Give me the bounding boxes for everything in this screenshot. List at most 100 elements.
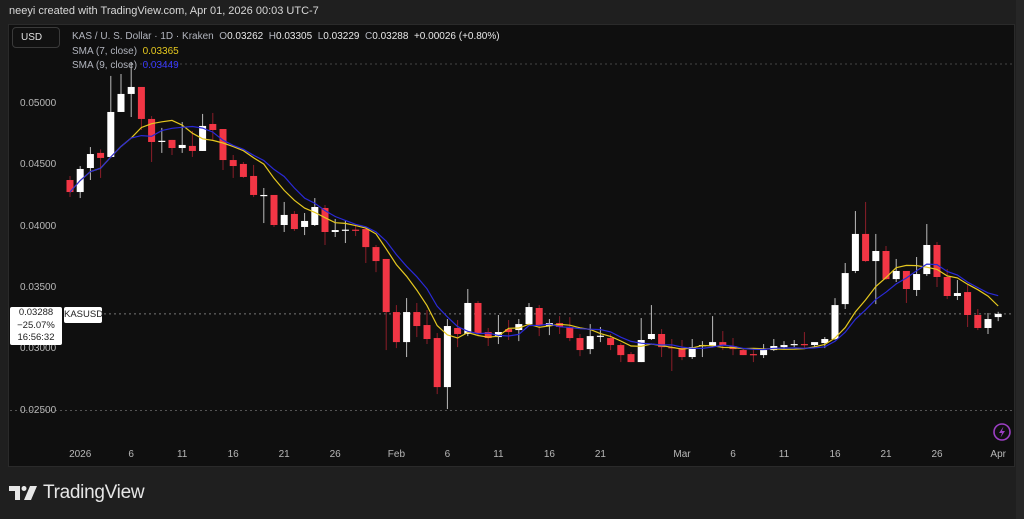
candle-body — [178, 144, 186, 149]
candle-body — [341, 229, 349, 231]
candle-body — [831, 305, 839, 340]
time-tick-label: 26 — [931, 449, 943, 460]
chart-credit: neeyi created with TradingView.com, Apr … — [9, 5, 319, 17]
tradingview-logo-icon — [9, 486, 37, 500]
open-value: 0.03262 — [227, 31, 264, 42]
candle-body — [586, 336, 594, 350]
brand-name: TradingView — [43, 482, 145, 503]
candle-body — [219, 129, 227, 161]
candle-body — [515, 324, 523, 331]
time-tick-label: 16 — [227, 449, 239, 460]
legend-sma7[interactable]: SMA (7, close) 0.03365 — [72, 46, 179, 57]
candle-body — [851, 233, 859, 271]
candle-body — [658, 333, 666, 348]
candle-body — [148, 118, 156, 143]
time-tick-label: 16 — [829, 449, 841, 460]
candle-body — [494, 332, 502, 338]
candle-body — [443, 326, 451, 388]
candle-body — [137, 86, 145, 119]
candle-body — [97, 152, 105, 158]
candle-body — [158, 140, 166, 143]
time-tick-label: 2026 — [69, 449, 92, 460]
candle-body — [250, 175, 258, 195]
price-tick-label: 0.04500 — [20, 159, 57, 171]
candle-body — [862, 233, 870, 262]
price-tick-label: 0.03000 — [20, 343, 57, 355]
candle-body — [188, 145, 196, 151]
time-tick-label: 11 — [176, 449, 188, 460]
high-value: 0.03305 — [276, 31, 313, 42]
candle-body — [270, 194, 278, 226]
candle-body — [209, 123, 217, 130]
price-tick-label: 0.03500 — [20, 281, 57, 293]
candle-body — [994, 313, 1002, 318]
candle-body — [168, 139, 176, 149]
candle-body — [239, 163, 247, 177]
candle-body — [423, 325, 431, 340]
candle-body — [392, 312, 400, 343]
candle-body — [229, 160, 237, 167]
candle-body — [647, 333, 655, 340]
time-tick-label: 6 — [128, 449, 134, 460]
high-label: H — [268, 31, 277, 42]
candle-body — [403, 312, 411, 343]
time-tick-label: Apr — [990, 449, 1006, 460]
time-tick-label: 21 — [278, 449, 290, 460]
candle-body — [902, 270, 910, 290]
time-tick-label: 11 — [778, 449, 790, 460]
candle-body — [760, 350, 768, 356]
symbol-title[interactable]: KAS / U. S. Dollar · 1D · Kraken — [72, 31, 214, 42]
tradingview-logo[interactable]: TradingView — [9, 482, 145, 504]
time-tick-label: 6 — [444, 449, 451, 460]
change-percent: −25.07% — [17, 319, 55, 331]
candle-body — [943, 276, 951, 296]
candle-body — [576, 338, 584, 351]
time-tick-label: 6 — [730, 449, 736, 460]
candle-body — [433, 338, 441, 388]
sma9-value: 0.03449 — [142, 60, 179, 71]
currency-button[interactable]: USD — [12, 27, 60, 48]
sma7-line — [69, 119, 999, 350]
candle-body — [974, 314, 982, 328]
legend-sma9[interactable]: SMA (9, close) 0.03449 — [72, 60, 179, 71]
candle-body — [352, 229, 360, 231]
right-edge-strip — [1016, 0, 1024, 519]
candle-body — [454, 327, 462, 334]
candle-body — [382, 258, 390, 313]
candle-body — [362, 229, 370, 248]
candle-body — [484, 332, 492, 339]
open-label: O — [219, 31, 228, 42]
close-value: 0.03288 — [372, 31, 409, 42]
candle-body — [872, 250, 880, 262]
candle-body — [749, 354, 757, 356]
candle-body — [86, 154, 94, 168]
candle-body — [892, 270, 900, 280]
sma9-label: SMA (9, close) — [72, 60, 138, 71]
time-tick-label: 11 — [493, 449, 504, 460]
lightning-icon[interactable] — [992, 422, 1012, 442]
candle-body — [627, 354, 635, 363]
candle-body — [709, 342, 717, 347]
candle-body — [596, 335, 604, 337]
candle-body — [331, 230, 339, 232]
low-value: 0.03229 — [323, 31, 360, 42]
sma7-label: SMA (7, close) — [72, 46, 138, 57]
bar-countdown: 16:56:32 — [17, 332, 55, 343]
sma7-value: 0.03365 — [142, 46, 179, 57]
symbol-tag: KASUSD — [64, 307, 103, 323]
candle-body — [933, 244, 941, 277]
candle-body — [301, 220, 309, 227]
candle-body — [280, 214, 288, 226]
sma9-line — [69, 125, 999, 351]
candle-body — [984, 319, 992, 328]
candle-body — [800, 344, 808, 346]
candle-body — [311, 206, 319, 226]
candle-body — [535, 308, 543, 326]
candle-body — [66, 180, 74, 193]
candle-body — [474, 302, 482, 334]
candle-body — [953, 293, 961, 296]
chart-panel[interactable] — [8, 24, 1015, 467]
candle-body — [107, 111, 115, 157]
candle-body — [780, 345, 788, 348]
